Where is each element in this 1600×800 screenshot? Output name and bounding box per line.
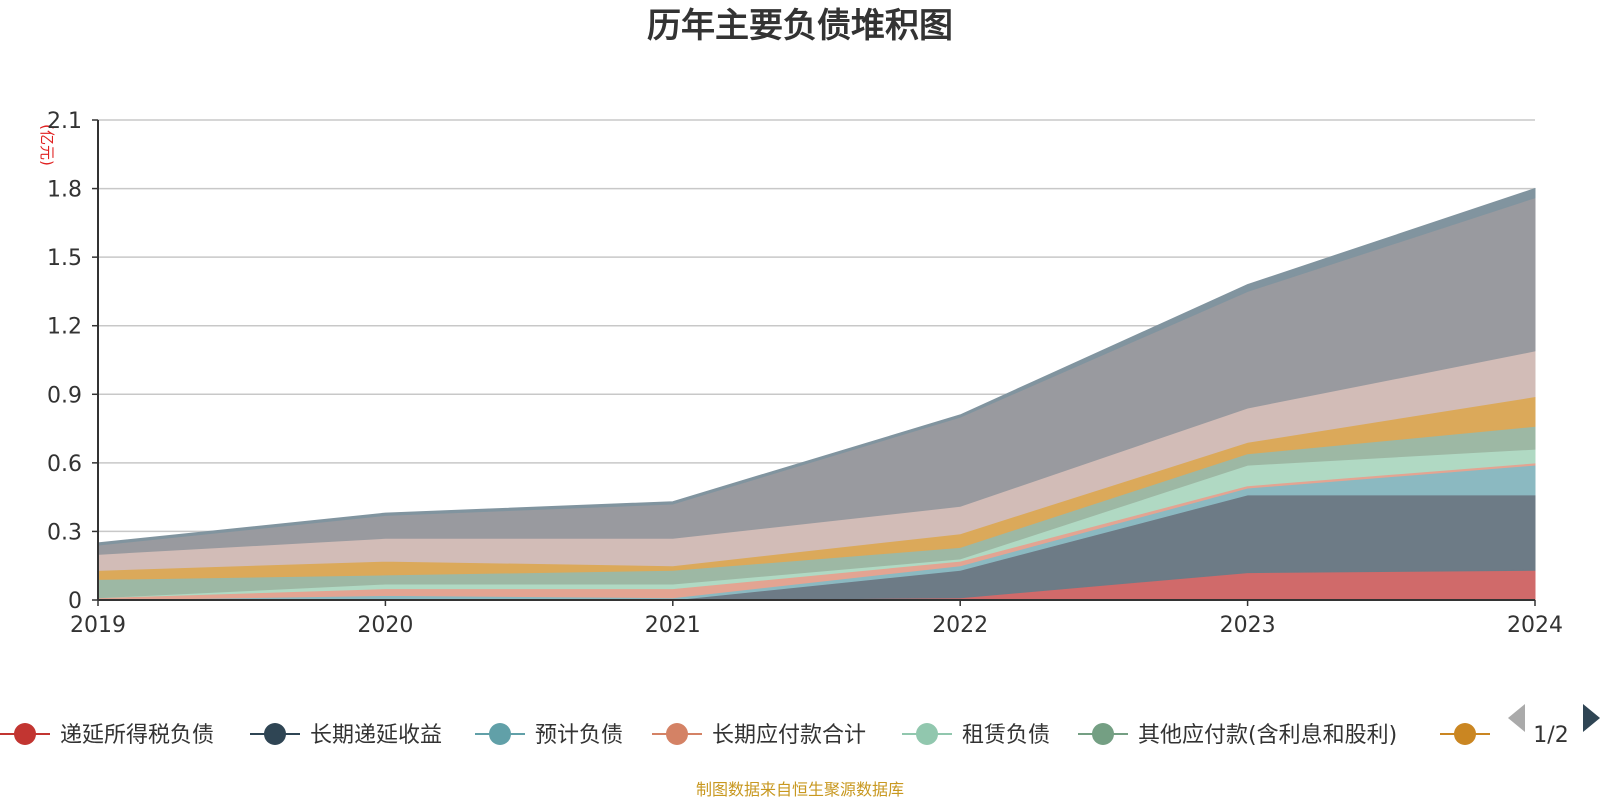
x-tick-label: 2019 [70,613,126,638]
y-tick-label: 1.8 [47,178,82,203]
legend-next-page-icon[interactable] [1583,704,1600,732]
legend-label: 递延所得税负债 [60,723,214,748]
y-tick-label: 1.5 [47,246,82,271]
legend-item[interactable]: 长期应付款合计 [652,723,866,748]
axes: 0 0.3 0.6 0.9 1.2 1.5 1.8 2.1 2019 2020 2021 2022 20… [47,109,1563,638]
legend-marker-icon [264,723,286,745]
y-tick-label: 0 [68,589,82,614]
legend-label: 租赁负债 [962,723,1050,748]
y-tick-label: 1.2 [47,315,82,340]
legend-item[interactable]: 长期递延收益 [250,723,442,748]
legend-label: 长期递延收益 [310,723,442,748]
legend-page-indicator: 1/2 [1533,723,1568,748]
y-axis-unit-label: (亿元) [38,124,56,166]
legend-item[interactable]: 递延所得税负债 [0,723,214,748]
legend: 递延所得税负债 长期递延收益 预计负债 长期应付款合计 租赁负债 其他应付款(含利息和股利… [0,723,1490,748]
legend-prev-page-icon[interactable] [1508,704,1525,732]
x-tick-label: 2023 [1220,613,1276,638]
x-tick-label: 2024 [1507,613,1563,638]
legend-marker-icon [14,723,36,745]
legend-marker-icon [1454,723,1476,745]
x-tick-label: 2022 [932,613,988,638]
legend-label: 长期应付款合计 [712,723,866,748]
y-tick-label: 0.3 [47,520,82,545]
x-tick-label: 2021 [645,613,701,638]
y-tick-label: 0.9 [47,383,82,408]
stacked-areas [97,187,1536,601]
legend-marker-icon [666,723,688,745]
legend-item[interactable] [1440,723,1490,745]
chart-title: 历年主要负债堆积图 [647,6,953,46]
y-tick-label: 2.1 [47,109,82,134]
y-tick-label: 0.6 [47,452,82,477]
legend-pager: 1/2 [1508,704,1600,748]
area-series-9 [97,187,1536,546]
legend-item[interactable]: 其他应付款(含利息和股利) [1078,723,1397,748]
legend-item[interactable]: 租赁负债 [902,723,1050,748]
legend-label: 预计负债 [535,723,623,748]
legend-label: 其他应付款(含利息和股利) [1138,723,1397,748]
x-tick-label: 2020 [357,613,413,638]
legend-marker-icon [489,723,511,745]
legend-marker-icon [916,723,938,745]
legend-marker-icon [1092,723,1114,745]
source-note: 制图数据来自恒生聚源数据库 [696,780,904,799]
legend-item[interactable]: 预计负债 [475,723,623,748]
